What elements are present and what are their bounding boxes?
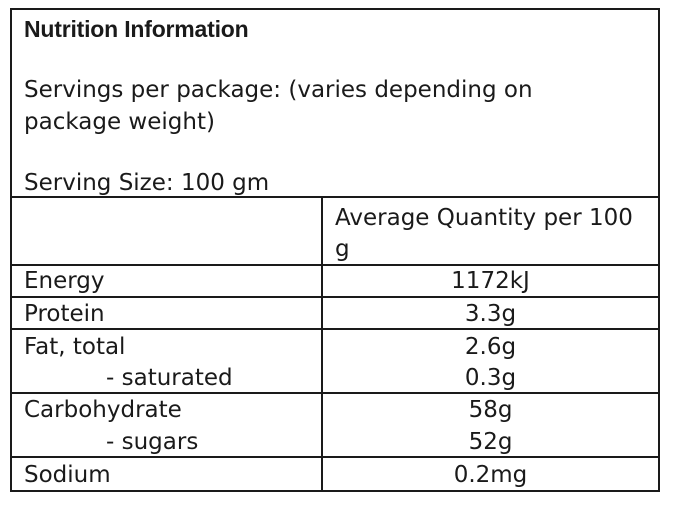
header-row-divider bbox=[12, 264, 658, 266]
serving-size: Serving Size: 100 gm bbox=[24, 170, 270, 196]
nutrient-value-sugars: 52g bbox=[468, 429, 513, 455]
panel-title: Nutrition Information bbox=[24, 16, 249, 42]
row-divider-fat bbox=[12, 392, 658, 394]
row-divider-carbohydrate bbox=[12, 456, 658, 458]
nutrient-value-saturated: 0.3g bbox=[464, 365, 517, 391]
nutrient-name-fat-total: Fat, total bbox=[24, 334, 126, 360]
nutrient-value-protein: 3.3g bbox=[464, 301, 517, 327]
column-header-average-quantity: Average Quantity per 100 g bbox=[335, 205, 633, 262]
column-divider bbox=[321, 198, 323, 490]
nutrient-name-energy: Energy bbox=[24, 268, 105, 294]
nutrient-name-protein: Protein bbox=[24, 301, 105, 327]
nutrient-value-carbohydrate: 58g bbox=[468, 397, 513, 423]
row-divider-protein bbox=[12, 328, 658, 330]
row-divider-energy bbox=[12, 296, 658, 298]
nutrient-value-sodium: 0.2mg bbox=[453, 462, 528, 488]
nutrient-value-energy: 1172kJ bbox=[451, 268, 530, 294]
nutrition-panel: Nutrition Information Servings per packa… bbox=[10, 8, 660, 492]
panel-header: Nutrition Information Servings per packa… bbox=[12, 10, 658, 198]
nutrient-name-carbohydrate: Carbohydrate bbox=[24, 397, 182, 423]
nutrient-name-sodium: Sodium bbox=[24, 462, 111, 488]
servings-per-package: Servings per package: (varies depending … bbox=[24, 77, 533, 135]
nutrient-name-sugars: - sugars bbox=[106, 429, 199, 455]
nutrient-name-saturated: - saturated bbox=[106, 365, 233, 391]
nutrient-value-fat-total: 2.6g bbox=[464, 334, 517, 360]
